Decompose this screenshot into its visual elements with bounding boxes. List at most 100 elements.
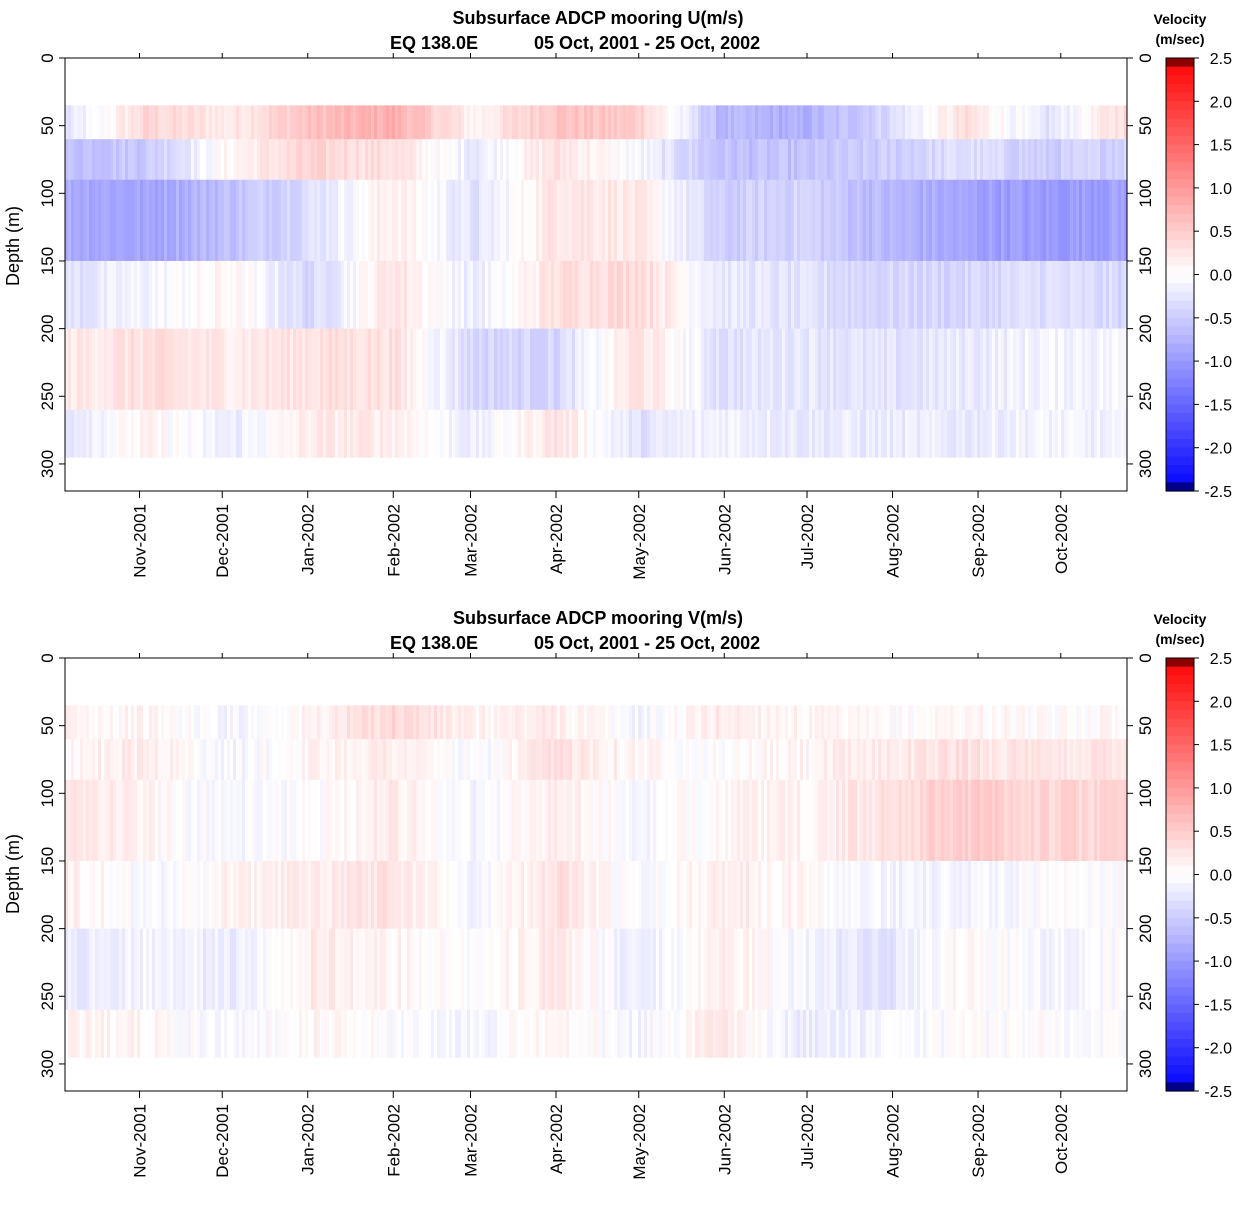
heatmap-cell [305, 105, 309, 140]
heatmap-cell [818, 328, 822, 411]
heatmap-cell [1076, 409, 1080, 458]
heatmap-cell [323, 139, 327, 181]
heatmap-cell [92, 260, 96, 330]
heatmap-cell [959, 739, 963, 781]
heatmap-cell [515, 260, 519, 330]
heatmap-cell [662, 928, 666, 1011]
heatmap-cell [815, 739, 819, 781]
heatmap-cell [107, 328, 111, 411]
heatmap-cell [989, 739, 993, 781]
heatmap-cell [887, 928, 891, 1011]
heatmap-cell [1016, 139, 1020, 181]
heatmap-cell [392, 739, 396, 781]
heatmap-cell [350, 409, 354, 458]
heatmap-cell [122, 860, 126, 930]
heatmap-cell [818, 105, 822, 140]
heatmap-cell [566, 1009, 570, 1058]
heatmap-cell [644, 260, 648, 330]
heatmap-cell [887, 260, 891, 330]
y-tick-label-left: 50 [38, 716, 57, 735]
heatmap-cell [293, 860, 297, 930]
heatmap-cell [851, 1009, 855, 1058]
heatmap-cell [773, 105, 777, 140]
heatmap-cell [470, 705, 474, 740]
heatmap-cell [902, 260, 906, 330]
heatmap-cell [884, 409, 888, 458]
heatmap-cell [914, 260, 918, 330]
heatmap-cell [959, 860, 963, 930]
heatmap-cell [392, 779, 396, 862]
heatmap-cell [1103, 260, 1107, 330]
heatmap-cell [917, 409, 921, 458]
heatmap-cell [1055, 779, 1059, 862]
heatmap-cell [377, 139, 381, 181]
heatmap-cell [1085, 328, 1089, 411]
heatmap-cell [248, 739, 252, 781]
heatmap-cell [827, 260, 831, 330]
heatmap-cell [188, 739, 192, 781]
heatmap-cell [572, 739, 576, 781]
heatmap-cell [89, 105, 93, 140]
heatmap-cell [254, 328, 258, 411]
heatmap-cell [926, 860, 930, 930]
heatmap-cell [743, 260, 747, 330]
heatmap-cell [617, 705, 621, 740]
heatmap-cell [323, 179, 327, 262]
colorbar-swatch [1166, 987, 1194, 997]
heatmap-cell [185, 928, 189, 1011]
heatmap-cell [203, 928, 207, 1011]
heatmap-cell [1124, 860, 1128, 930]
heatmap-cell [1028, 105, 1032, 140]
heatmap-cell [107, 928, 111, 1011]
heatmap-cell [254, 705, 258, 740]
heatmap-cell [746, 860, 750, 930]
heatmap-cell [176, 139, 180, 181]
heatmap-cell [959, 328, 963, 411]
heatmap-cell [446, 328, 450, 411]
heatmap-cell [626, 739, 630, 781]
heatmap-cell [137, 179, 141, 262]
heatmap-cell [140, 105, 144, 140]
heatmap-cell [548, 860, 552, 930]
heatmap-cell [548, 260, 552, 330]
heatmap-cell [1055, 105, 1059, 140]
heatmap-cell [341, 409, 345, 458]
heatmap-cell [1112, 260, 1116, 330]
heatmap-cell [596, 328, 600, 411]
heatmap-cell [146, 139, 150, 181]
heatmap-cell [251, 860, 255, 930]
heatmap-cell [599, 260, 603, 330]
heatmap-cell [929, 260, 933, 330]
heatmap-cell [575, 328, 579, 411]
heatmap-cell [1007, 139, 1011, 181]
heatmap-cell [182, 139, 186, 181]
heatmap-cell [1097, 705, 1101, 740]
heatmap-cell [707, 105, 711, 140]
heatmap-cell [704, 705, 708, 740]
heatmap-cell [980, 928, 984, 1011]
heatmap-cell [698, 409, 702, 458]
heatmap-cell [140, 139, 144, 181]
heatmap-cell [617, 739, 621, 781]
heatmap-cell [476, 105, 480, 140]
heatmap-cell [683, 705, 687, 740]
heatmap-cell [473, 105, 477, 140]
heatmap-cell [428, 779, 432, 862]
heatmap-cell [692, 739, 696, 781]
heatmap-cell [1076, 1009, 1080, 1058]
heatmap-cell [923, 260, 927, 330]
heatmap-cell [215, 105, 219, 140]
heatmap-cell [1034, 139, 1038, 181]
heatmap-cell [143, 260, 147, 330]
heatmap-cell [506, 260, 510, 330]
heatmap-cell [302, 179, 306, 262]
heatmap-cell [980, 739, 984, 781]
heatmap-cell [830, 179, 834, 262]
heatmap-cell [854, 739, 858, 781]
heatmap-cell [944, 409, 948, 458]
heatmap-cell [209, 105, 213, 140]
heatmap-cell [1088, 260, 1092, 330]
heatmap-cell [779, 260, 783, 330]
heatmap-cell [743, 409, 747, 458]
heatmap-cell [863, 779, 867, 862]
